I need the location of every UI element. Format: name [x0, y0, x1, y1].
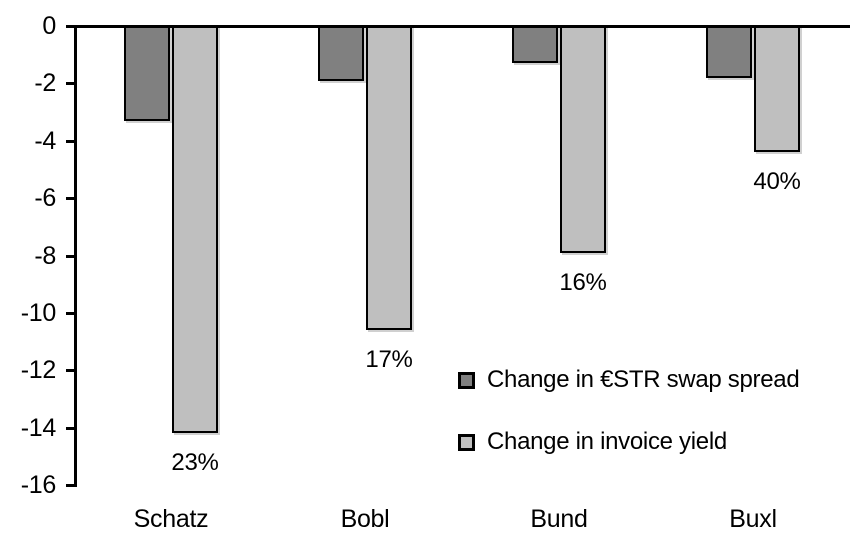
- y-axis-tick-label: -14: [20, 414, 57, 442]
- legend-item-estr-swap-spread: Change in €STR swap spread: [458, 366, 800, 393]
- bar-invoice-yield-bobl: [366, 26, 412, 330]
- bar-value-label: 23%: [171, 449, 219, 476]
- y-axis-tick-label: -10: [20, 299, 57, 327]
- bar-value-label: 40%: [753, 168, 801, 195]
- x-axis-category-label-schatz: Schatz: [133, 505, 209, 533]
- bar-invoice-yield-buxl: [754, 26, 800, 152]
- legend-swatch-estr-swap-spread-icon: [458, 371, 475, 389]
- y-axis-tick-label: -12: [20, 356, 57, 384]
- legend-label-estr-swap-spread: Change in €STR swap spread: [487, 366, 800, 393]
- y-axis-tick: [66, 197, 74, 200]
- y-axis-tick-label: -6: [34, 184, 56, 212]
- legend-label-invoice-yield: Change in invoice yield: [487, 428, 727, 455]
- bar-invoice-yield-bund: [560, 26, 606, 253]
- y-axis-tick: [66, 427, 74, 430]
- y-axis-tick: [66, 82, 74, 85]
- y-axis-tick: [66, 25, 74, 28]
- y-axis-tick: [66, 312, 74, 315]
- bar-invoice-yield-schatz: [172, 26, 218, 433]
- y-axis-tick-label: -8: [34, 242, 56, 270]
- x-axis-category-label-bund: Bund: [530, 505, 588, 533]
- legend-swatch-invoice-yield-icon: [458, 433, 475, 451]
- y-axis-tick-label: 0: [42, 12, 56, 40]
- y-axis-tick-label: -2: [34, 69, 56, 97]
- x-axis-category-label-buxl: Buxl: [729, 505, 777, 533]
- bar-value-label: 17%: [365, 346, 413, 373]
- x-axis-category-label-bobl: Bobl: [340, 505, 390, 533]
- y-axis-tick: [66, 140, 74, 143]
- y-axis-tick: [66, 255, 74, 258]
- chart-legend: Change in €STR swap spread Change in inv…: [458, 366, 800, 455]
- y-axis-tick-label: -4: [34, 127, 56, 155]
- bar-estr-swap-spread-bund: [512, 26, 558, 63]
- bar-value-label: 16%: [559, 269, 607, 296]
- y-axis-line: [74, 25, 77, 487]
- bar-estr-swap-spread-bobl: [318, 26, 364, 81]
- x-axis-zero-line: [74, 25, 850, 28]
- y-axis-tick-label: -16: [20, 471, 57, 499]
- bar-estr-swap-spread-buxl: [706, 26, 752, 78]
- bar-estr-swap-spread-schatz: [124, 26, 170, 121]
- y-axis-tick: [66, 369, 74, 372]
- y-axis-tick: [66, 484, 74, 487]
- legend-item-invoice-yield: Change in invoice yield: [458, 429, 799, 455]
